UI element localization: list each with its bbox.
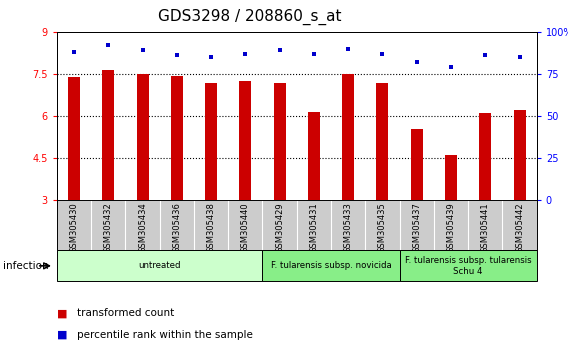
Text: GSM305432: GSM305432 (104, 202, 112, 253)
Bar (171, 76, 183, 200)
Point (481, 53, 490, 58)
Text: GSM305441: GSM305441 (481, 202, 490, 253)
Text: transformed count: transformed count (77, 308, 174, 318)
Bar (57, 250, 262, 281)
Text: infection: infection (3, 261, 48, 271)
Bar (377, 83, 389, 200)
Point (378, 51, 387, 57)
Bar (262, 250, 400, 281)
Text: GSM305439: GSM305439 (446, 202, 456, 253)
Text: ■: ■ (57, 308, 67, 318)
Point (446, 64, 456, 70)
Bar (308, 112, 320, 200)
Bar (205, 83, 217, 200)
Text: GSM305430: GSM305430 (69, 202, 78, 253)
Text: ■: ■ (57, 330, 67, 339)
Bar (68, 77, 80, 200)
Point (104, 42, 113, 48)
Bar (136, 74, 148, 200)
Point (275, 47, 284, 53)
Text: F. tularensis subsp. tularensis
Schu 4: F. tularensis subsp. tularensis Schu 4 (405, 256, 532, 275)
Bar (479, 113, 491, 200)
Point (344, 46, 353, 52)
Text: F. tularensis subsp. novicida: F. tularensis subsp. novicida (271, 261, 391, 270)
Bar (102, 70, 114, 200)
Bar (513, 110, 525, 200)
Bar (400, 250, 537, 281)
Text: GSM305437: GSM305437 (412, 202, 421, 253)
Text: GSM305436: GSM305436 (172, 202, 181, 253)
Text: untreated: untreated (139, 261, 181, 270)
Text: GSM305433: GSM305433 (344, 202, 353, 253)
Point (69, 49, 78, 55)
Text: GSM305435: GSM305435 (378, 202, 387, 253)
Bar (445, 155, 457, 200)
Point (515, 54, 524, 60)
Text: GSM305434: GSM305434 (138, 202, 147, 253)
Text: percentile rank within the sample: percentile rank within the sample (77, 330, 253, 339)
Point (310, 51, 319, 57)
Bar (274, 83, 286, 200)
Point (412, 59, 421, 65)
Point (207, 54, 216, 60)
Text: GSM305442: GSM305442 (515, 202, 524, 253)
Point (241, 51, 250, 57)
Bar (239, 81, 252, 200)
Bar (411, 129, 423, 200)
Text: GDS3298 / 208860_s_at: GDS3298 / 208860_s_at (158, 9, 342, 25)
Bar (342, 74, 354, 200)
Text: GSM305431: GSM305431 (310, 202, 319, 253)
Text: GSM305429: GSM305429 (275, 202, 284, 253)
Point (172, 53, 181, 58)
Text: GSM305440: GSM305440 (241, 202, 250, 253)
Point (138, 47, 147, 53)
Text: GSM305438: GSM305438 (207, 202, 216, 253)
